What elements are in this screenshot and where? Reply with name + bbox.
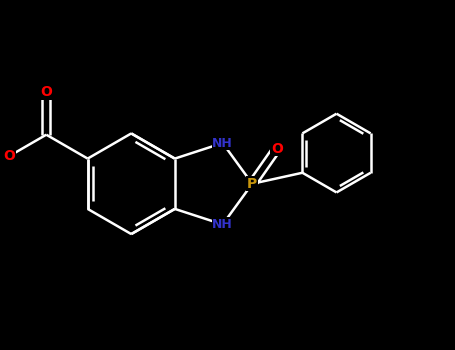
Text: P: P: [247, 177, 258, 191]
Text: NH: NH: [212, 136, 233, 149]
Text: NH: NH: [212, 218, 233, 231]
Text: O: O: [271, 142, 283, 156]
Text: O: O: [40, 85, 52, 99]
Text: O: O: [3, 149, 15, 163]
